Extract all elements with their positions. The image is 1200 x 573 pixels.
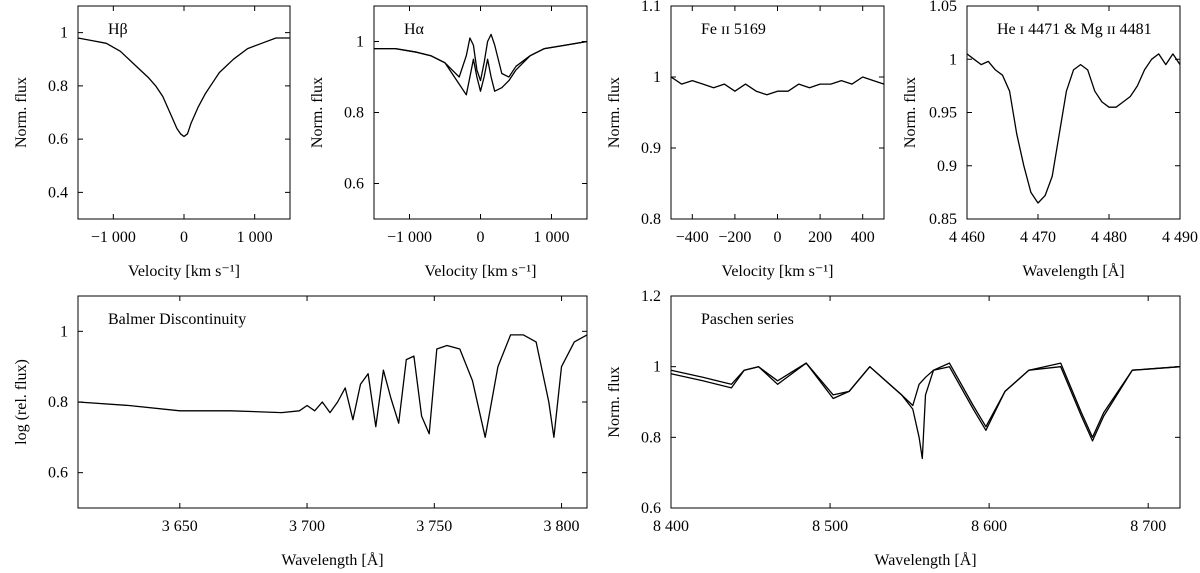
y-axis-label: Norm. flux bbox=[13, 77, 30, 148]
x-tick-label: 4 470 bbox=[1020, 229, 1056, 246]
x-axis-label: Velocity [km s⁻¹] bbox=[722, 263, 834, 280]
x-tick-label: 3 800 bbox=[544, 518, 580, 535]
x-axis-label: Velocity [km s⁻¹] bbox=[425, 263, 537, 280]
y-tick-label: 1.1 bbox=[641, 0, 661, 15]
chart-panel-1: −1 000 0 1 000 0.4 0.6 0.8 1 Velocity [km s⁻¹] N… bbox=[13, 5, 291, 280]
x-tick-label: 1 000 bbox=[237, 229, 273, 246]
x-tick-label: 200 bbox=[808, 229, 832, 246]
x-tick-label: 0 bbox=[180, 229, 188, 246]
y-tick-label: 0.9 bbox=[937, 158, 957, 175]
x-tick-label: 3 650 bbox=[162, 518, 198, 535]
x-tick-label: 0 bbox=[774, 229, 782, 246]
x-tick-label: 1 000 bbox=[534, 229, 570, 246]
x-tick-label: 3 700 bbox=[289, 518, 325, 535]
x-axis-label: Wavelength [Å] bbox=[874, 551, 976, 569]
x-tick-label: 8 500 bbox=[812, 518, 848, 535]
y-tick-label: 1.05 bbox=[929, 0, 957, 15]
x-tick-label: 8 700 bbox=[1130, 518, 1166, 535]
x-tick-label: 4 490 bbox=[1162, 229, 1198, 246]
x-tick-label: −200 bbox=[718, 229, 751, 246]
y-tick-label: 0.8 bbox=[641, 211, 661, 228]
x-tick-label: 4 460 bbox=[949, 229, 985, 246]
chart-panel-2: −1 000 0 1 000 0.6 0.8 1 Velocity [km s⁻¹] Norm… bbox=[309, 5, 588, 280]
x-tick-label: 400 bbox=[851, 229, 875, 246]
panel-title: Fe ɪɪ 5169 bbox=[701, 21, 766, 38]
panel-title: Hβ bbox=[108, 21, 128, 38]
y-tick-label: 1 bbox=[949, 51, 957, 68]
series-line-2 bbox=[670, 362, 1181, 438]
y-axis-label: Norm. flux bbox=[606, 77, 623, 148]
series-line-1 bbox=[670, 76, 885, 96]
x-tick-label: −400 bbox=[676, 229, 709, 246]
y-tick-label: 1 bbox=[60, 323, 68, 340]
x-tick-label: −1 000 bbox=[91, 229, 136, 246]
series-line-2 bbox=[374, 40, 588, 96]
x-axis-label: Wavelength [Å] bbox=[281, 551, 383, 569]
y-tick-label: 0.8 bbox=[641, 429, 661, 446]
y-axis-label: Norm. flux bbox=[309, 77, 326, 148]
y-tick-label: 0.95 bbox=[929, 105, 957, 122]
panel-title: Balmer Discontinuity bbox=[108, 311, 246, 328]
chart-panel-4: 4 460 4 470 4 480 4 490 0.85 0.9 0.95 1 1.05 Wave… bbox=[902, 0, 1198, 280]
x-tick-label: −1 000 bbox=[387, 229, 432, 246]
x-axis-label: Velocity [km s⁻¹] bbox=[128, 263, 240, 280]
y-tick-label: 0.9 bbox=[641, 140, 661, 157]
y-axis-label: log (rel. flux) bbox=[13, 359, 30, 445]
chart-panel-3: −400 −200 0 200 400 0.8 0.9 1 1.1 Velocity [km s⁻… bbox=[606, 0, 885, 280]
y-tick-label: 0.8 bbox=[344, 105, 364, 122]
chart-panel-5: 3 650 3 700 3 750 3 800 0.6 0.8 1 Wavelength [Å… bbox=[13, 295, 588, 569]
panel-title: Hα bbox=[404, 21, 425, 38]
x-tick-label: 8 400 bbox=[653, 518, 689, 535]
y-tick-label: 0.6 bbox=[48, 465, 68, 482]
series-line-1 bbox=[966, 53, 1181, 204]
x-tick-label: 8 600 bbox=[971, 518, 1007, 535]
panel-title: Paschen series bbox=[701, 311, 794, 328]
y-tick-label: 0.6 bbox=[48, 131, 68, 148]
series-line-1 bbox=[77, 37, 290, 138]
y-tick-label: 0.85 bbox=[929, 211, 957, 228]
y-tick-label: 0.8 bbox=[48, 78, 68, 95]
y-tick-label: 0.8 bbox=[48, 394, 68, 411]
y-tick-label: 1 bbox=[60, 25, 68, 42]
series-line-1 bbox=[374, 33, 588, 82]
x-tick-label: 3 750 bbox=[416, 518, 452, 535]
y-tick-label: 1 bbox=[653, 69, 661, 86]
y-axis-label: Norm. flux bbox=[606, 366, 623, 437]
y-tick-label: 0.6 bbox=[344, 176, 364, 193]
y-tick-label: 0.4 bbox=[48, 184, 68, 201]
plot-frame bbox=[670, 295, 1181, 509]
y-tick-label: 1 bbox=[653, 359, 661, 376]
y-tick-label: 1 bbox=[356, 34, 364, 51]
series-line-1 bbox=[670, 362, 1181, 460]
y-axis-label: Norm. flux bbox=[902, 77, 919, 148]
x-axis-label: Wavelength [Å] bbox=[1022, 262, 1124, 280]
y-tick-label: 0.6 bbox=[641, 500, 661, 517]
x-tick-label: 0 bbox=[477, 229, 485, 246]
series-line-1 bbox=[77, 334, 588, 438]
y-tick-label: 1.2 bbox=[641, 288, 661, 305]
x-tick-label: 4 480 bbox=[1091, 229, 1127, 246]
panel-title: He ɪ 4471 & Mg ɪɪ 4481 bbox=[997, 21, 1152, 38]
chart-panel-6: 8 400 8 500 8 600 8 700 0.6 0.8 1 1.2 Wavelength… bbox=[606, 288, 1181, 569]
